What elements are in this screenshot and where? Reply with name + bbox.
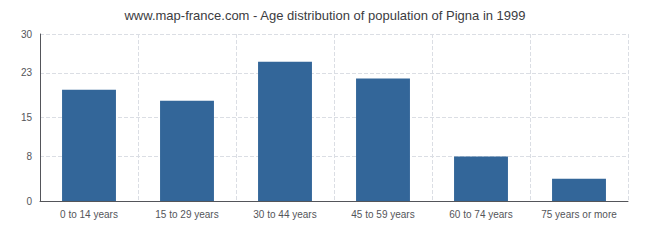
svg-text:45 to 59 years: 45 to 59 years (351, 209, 414, 220)
svg-text:0: 0 (26, 196, 32, 207)
svg-text:75 years or more: 75 years or more (541, 209, 617, 220)
svg-text:15: 15 (21, 112, 33, 123)
svg-text:0 to 14 years: 0 to 14 years (60, 209, 118, 220)
svg-text:30 to 44 years: 30 to 44 years (253, 209, 316, 220)
svg-text:30: 30 (21, 29, 33, 40)
svg-text:8: 8 (26, 151, 32, 162)
svg-text:23: 23 (21, 67, 33, 78)
svg-text:60 to 74 years: 60 to 74 years (449, 209, 512, 220)
svg-text:www.map-france.com - Age distr: www.map-france.com - Age distribution of… (123, 8, 525, 23)
svg-text:15 to 29 years: 15 to 29 years (155, 209, 218, 220)
